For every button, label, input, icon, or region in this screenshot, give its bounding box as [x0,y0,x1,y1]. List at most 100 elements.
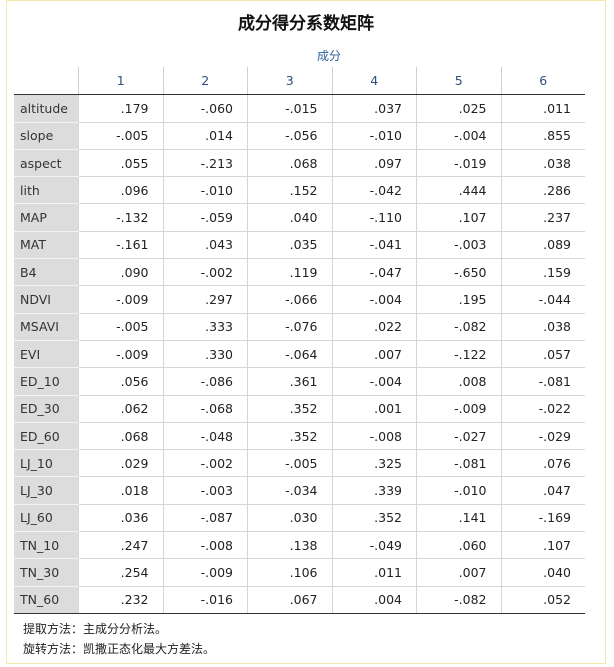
table-cell: .008 [416,367,501,396]
table-cell: .090 [78,258,163,287]
table-row: TN_10.247 -.008.138 -.049.060.107 [14,531,585,560]
table-cell: .067 [247,586,332,614]
table-cell: -.122 [416,340,501,369]
row-label: altitude [14,94,79,123]
table-cell: .855 [500,122,585,150]
table-cell: -.009 [416,395,501,423]
table-cell: -.009 [78,285,163,314]
table-cell: -.110 [331,203,417,232]
table-cell: -.064 [247,340,332,369]
column-header: 4 [331,67,417,96]
table-cell: .444 [416,176,501,205]
output-table-panel: 成分得分系数矩阵 成分 1 2 3 4 5 6 altitude .179 -.06… [6,0,606,664]
table-cell: .352 [331,504,417,533]
table-title: 成分得分系数矩阵 [238,14,374,34]
table-cell: -.004 [331,285,417,314]
table-cell: .352 [247,395,332,423]
row-label: TN_60 [14,586,79,614]
table-row: altitude .179 -.060 -.015.037.025.011 [14,94,585,123]
row-label: TN_30 [14,558,79,587]
column-header: 2 [162,67,248,96]
table-cell: .106 [247,558,332,587]
table-cell: .333 [162,313,248,341]
table-cell: .060 [416,531,501,560]
table-cell: .029 [78,449,163,478]
group-header-label: 成分 [317,49,342,63]
table-cell: -.044 [500,285,585,314]
table-cell: -.060 [162,94,248,123]
table-cell: -.004 [331,367,417,396]
table-cell: -.003 [162,476,248,505]
table-cell: .057 [500,340,585,369]
table-cell: -.082 [416,313,501,341]
table-cell: .141 [416,504,501,533]
table-cell: -.048 [162,422,248,451]
table-cell: .052 [500,586,585,614]
table-row: EVI -.009.330 -.064.007 -.122.057 [14,340,585,369]
table-row: LJ_30.018 -.003 -.034.339 -.010.047 [14,476,585,505]
row-label: LJ_10 [14,449,79,478]
row-label: MAT [14,231,79,260]
table-cell: .038 [500,313,585,341]
table-cell: .056 [78,367,163,396]
table-cell: .138 [247,531,332,560]
table-cell: .038 [500,149,585,178]
table-row: slope -.005.014 -.056 -.010 -.004.855 [14,122,585,150]
row-label: ED_30 [14,395,79,423]
table-cell: .004 [331,586,417,614]
table-cell: .030 [247,504,332,533]
footnote-rotation: 旋转方法：凯撒正态化最大方差法。 [23,642,216,656]
table-cell: -.010 [416,476,501,505]
table-row: TN_60.232 -.016.067.004 -.082.052 [14,586,585,614]
row-label: TN_10 [14,531,79,560]
table-cell: .152 [247,176,332,205]
table-cell: -.059 [162,203,248,232]
table-cell: -.161 [78,231,163,260]
row-label: LJ_30 [14,476,79,505]
table-cell: -.042 [331,176,417,205]
table-cell: .089 [500,231,585,260]
table-cell: .297 [162,285,248,314]
table-cell: -.002 [162,258,248,287]
table-cell: -.213 [162,149,248,178]
table-row: MAT -.161.043.035 -.041 -.003.089 [14,231,585,260]
row-label: EVI [14,340,79,369]
row-label: slope [14,122,79,150]
row-label: LJ_60 [14,504,79,533]
table-cell: -.068 [162,395,248,423]
table-cell: -.003 [416,231,501,260]
table-cell: .195 [416,285,501,314]
table-cell: -.027 [416,422,501,451]
table-cell: .035 [247,231,332,260]
row-label: aspect [14,149,79,178]
table-row: ED_60.068 -.048.352 -.008 -.027 -.029 [14,422,585,451]
table-cell: .076 [500,449,585,478]
table-cell: -.049 [331,531,417,560]
table-cell: -.005 [247,449,332,478]
table-cell: .097 [331,149,417,178]
row-label: ED_60 [14,422,79,451]
row-label: lith [14,176,79,205]
table-cell: -.016 [162,586,248,614]
table-row: LJ_10.029 -.002 -.005.325 -.081.076 [14,449,585,478]
component-score-matrix: 1 2 3 4 5 6 altitude .179 -.060 -.015.037.0… [14,67,585,614]
table-cell: -.081 [416,449,501,478]
table-row: NDVI -.009.297 -.066 -.004.195 -.044 [14,285,585,314]
table-cell: .036 [78,504,163,533]
table-cell: -.015 [247,94,332,123]
column-header: 5 [416,67,501,96]
row-label: NDVI [14,285,79,314]
table-cell: .001 [331,395,417,423]
column-group-header: 成分 [7,45,605,67]
table-cell: -.132 [78,203,163,232]
table-row: MAP -.132 -.059.040 -.110.107.237 [14,203,585,232]
table-row: lith .096 -.010.152 -.042.444.286 [14,176,585,205]
corner-cell [14,67,79,96]
table-row: B4.090 -.002.119 -.047 -.650.159 [14,258,585,287]
table-cell: .339 [331,476,417,505]
table-cell: .025 [416,94,501,123]
table-cell: .096 [78,176,163,205]
table-cell: -.005 [78,313,163,341]
table-cell: .119 [247,258,332,287]
table-cell: -.008 [331,422,417,451]
